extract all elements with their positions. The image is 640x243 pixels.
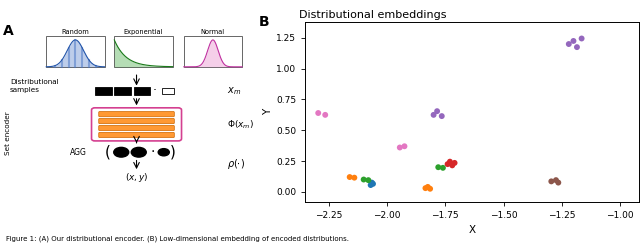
Bar <box>115 36 173 67</box>
Point <box>438 166 448 170</box>
Point <box>422 185 433 189</box>
Bar <box>46 36 104 67</box>
Point <box>365 183 376 187</box>
Circle shape <box>131 148 147 157</box>
Point <box>442 162 452 166</box>
Circle shape <box>114 148 129 157</box>
FancyBboxPatch shape <box>99 112 174 117</box>
Text: A: A <box>3 24 14 38</box>
Text: ·: · <box>152 84 157 97</box>
FancyBboxPatch shape <box>99 125 174 131</box>
Point <box>551 178 561 182</box>
Point <box>364 178 374 182</box>
Point <box>368 182 378 186</box>
Bar <box>95 87 111 95</box>
Point <box>568 39 579 43</box>
Text: samples: samples <box>10 87 40 93</box>
Bar <box>184 36 242 67</box>
Point <box>449 161 460 165</box>
Text: (: ( <box>104 144 110 159</box>
Point <box>320 113 330 117</box>
FancyBboxPatch shape <box>92 108 182 141</box>
Text: $\rho(\cdot)$: $\rho(\cdot)$ <box>227 157 245 171</box>
Point <box>425 187 435 191</box>
Point <box>429 113 439 117</box>
Circle shape <box>158 149 170 156</box>
FancyBboxPatch shape <box>99 119 174 124</box>
Point <box>432 109 442 113</box>
Point <box>572 45 582 49</box>
Point <box>447 163 458 167</box>
Bar <box>115 87 131 95</box>
Text: Distributional embeddings: Distributional embeddings <box>299 10 446 20</box>
Point <box>349 176 360 180</box>
Text: $(x, y)$: $(x, y)$ <box>125 171 148 184</box>
Text: Random: Random <box>61 29 90 35</box>
Text: Distributional: Distributional <box>10 79 59 85</box>
Point <box>546 179 556 183</box>
Text: Normal: Normal <box>201 29 225 35</box>
Point <box>395 146 405 149</box>
Y-axis label: Y: Y <box>264 109 273 115</box>
Point <box>577 36 587 40</box>
Point <box>445 160 455 164</box>
Text: ): ) <box>170 144 176 159</box>
Text: Exponential: Exponential <box>124 29 163 35</box>
FancyBboxPatch shape <box>99 132 174 138</box>
Point <box>436 114 447 118</box>
Point <box>344 175 355 179</box>
Bar <box>161 88 174 94</box>
Point <box>433 165 444 169</box>
Point <box>358 178 369 182</box>
Point <box>313 111 323 115</box>
Point <box>564 42 574 46</box>
Point <box>399 144 410 148</box>
Text: Figure 1: (A) Our distributional encoder. (B) Low-dimensional embedding of encod: Figure 1: (A) Our distributional encoder… <box>6 235 349 242</box>
Text: ·: · <box>150 145 155 159</box>
Text: B: B <box>259 15 269 29</box>
Point <box>553 181 563 184</box>
Text: $\Phi(x_m)$: $\Phi(x_m)$ <box>227 118 254 131</box>
Text: Set encoder: Set encoder <box>5 112 11 155</box>
Bar <box>134 87 150 95</box>
X-axis label: X: X <box>468 225 476 235</box>
Text: AGG: AGG <box>70 148 87 157</box>
Text: $x_m$: $x_m$ <box>227 85 241 97</box>
Point <box>367 181 377 184</box>
Point <box>420 186 431 190</box>
